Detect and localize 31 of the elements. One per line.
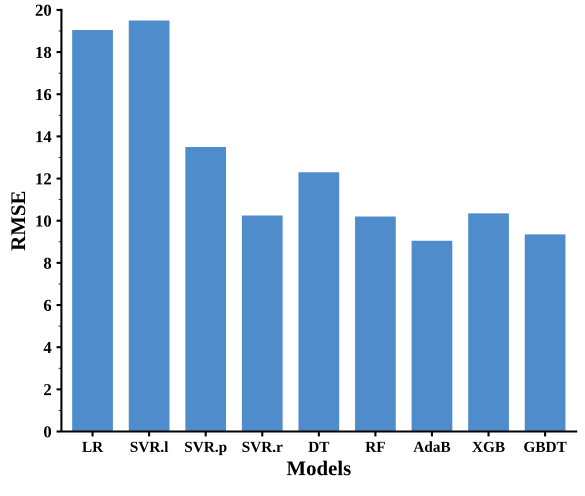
y-axis-title: RMSE xyxy=(11,192,26,250)
y-tick-label: 10 xyxy=(36,215,52,227)
bar xyxy=(72,30,113,432)
x-tick-label: DT xyxy=(308,442,330,452)
y-tick-label: 6 xyxy=(44,300,52,311)
x-tick-label: RF xyxy=(365,442,385,452)
x-tick-label: GBDT xyxy=(524,442,567,452)
bar xyxy=(412,240,452,432)
y-tick-label: 0 xyxy=(44,426,52,438)
bar xyxy=(185,146,226,432)
y-tick-label: 2 xyxy=(44,384,51,396)
bar xyxy=(298,172,340,432)
y-tick-label: 16 xyxy=(36,88,52,100)
x-axis-title: Models xyxy=(286,460,351,476)
x-tick-label: SVR.l xyxy=(130,441,168,452)
x-tick-label: SVR.r xyxy=(242,442,283,452)
x-tick-label: LR xyxy=(82,442,104,452)
y-tick-label: 20 xyxy=(36,4,52,16)
bar xyxy=(242,215,283,432)
y-tick-label: 18 xyxy=(36,46,52,58)
y-tick-label: 4 xyxy=(44,342,52,353)
x-tick-label: AdaB xyxy=(413,441,450,452)
bar xyxy=(468,213,509,432)
x-tick-label: XGB xyxy=(472,442,505,452)
y-tick-label: 8 xyxy=(44,258,52,269)
bar xyxy=(355,216,396,432)
bar xyxy=(128,20,170,432)
x-tick-label: SVR.p xyxy=(185,442,227,456)
y-tick-label: 12 xyxy=(36,173,51,184)
y-tick-label: 14 xyxy=(36,131,52,142)
bar xyxy=(524,234,566,432)
